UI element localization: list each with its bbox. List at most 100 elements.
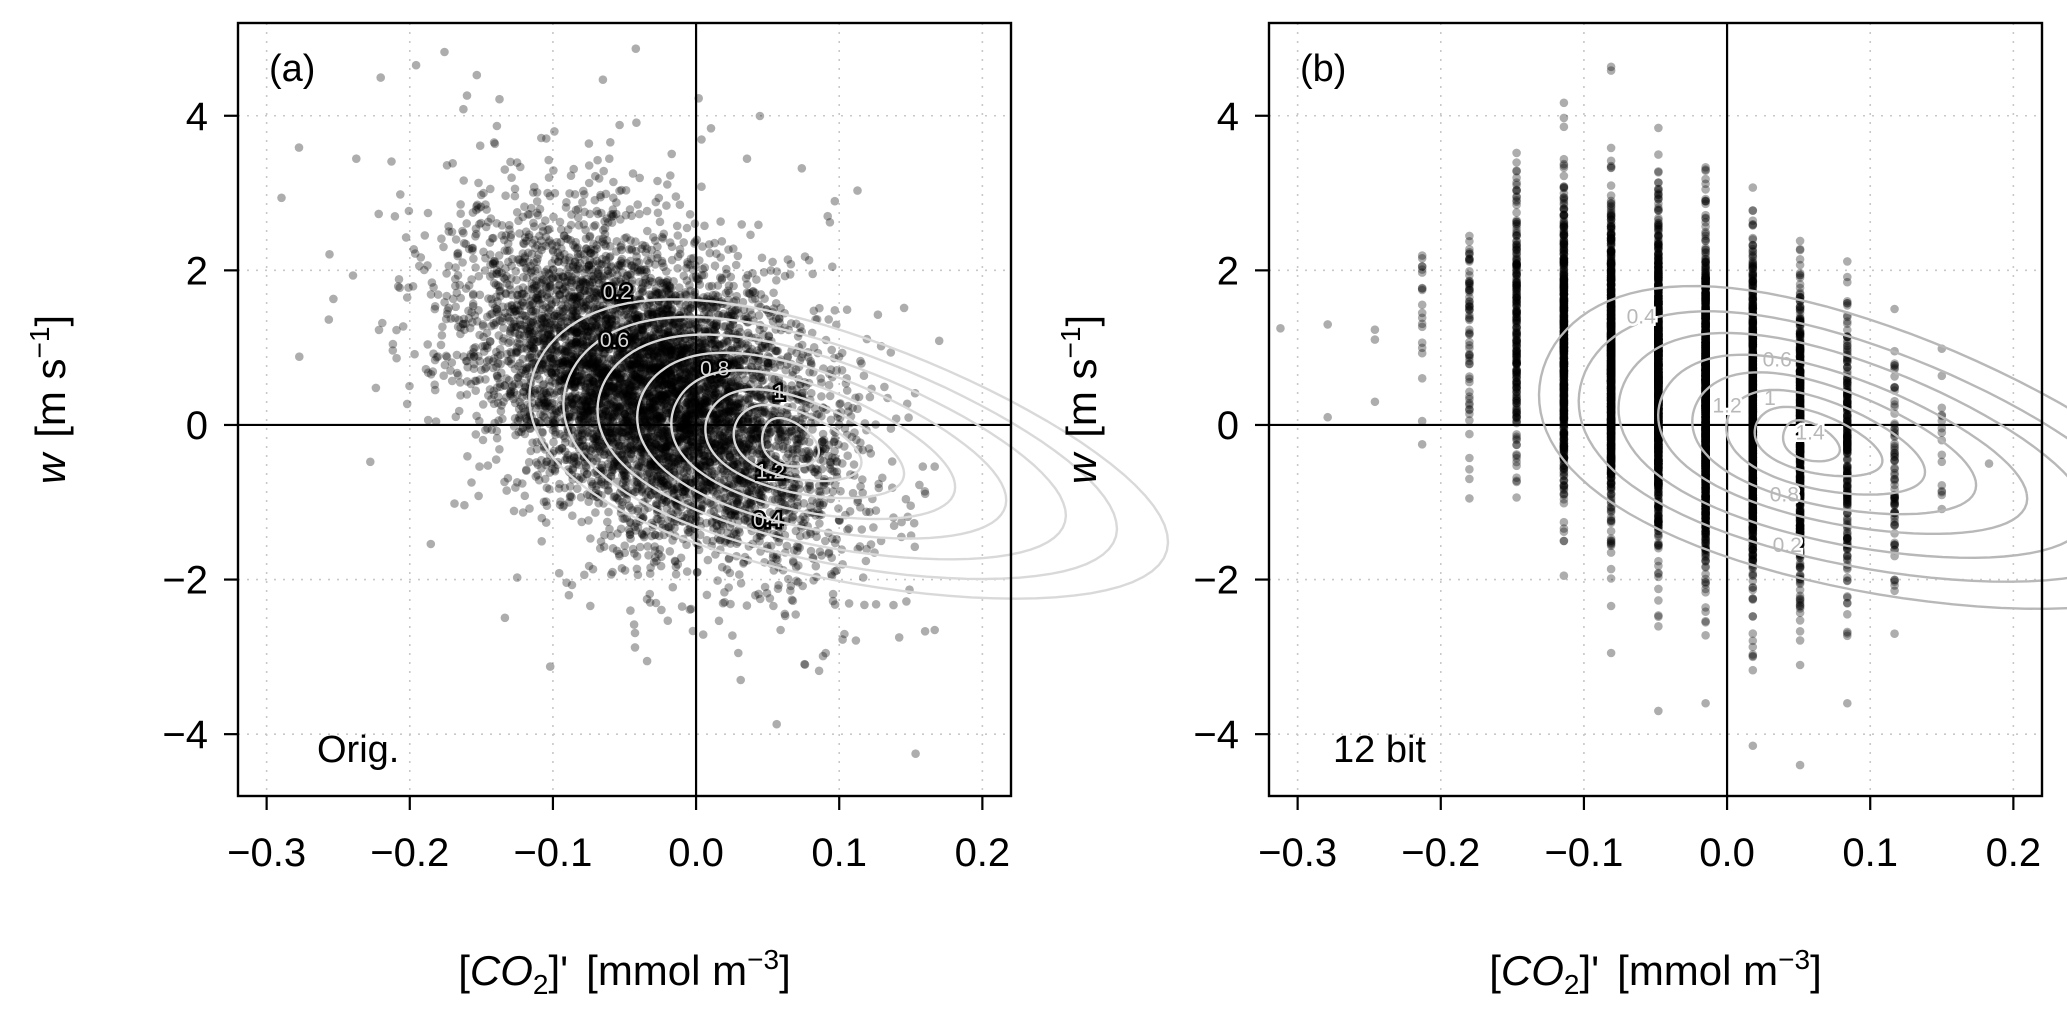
scatter-point [482, 205, 491, 214]
scatter-point [638, 463, 648, 473]
scatter-point [451, 263, 460, 272]
scatter-point [642, 244, 652, 253]
scatter-point [476, 190, 486, 200]
scatter-point [776, 625, 785, 635]
scatter-point [390, 212, 400, 221]
scatter-point [683, 306, 693, 316]
scatter-point [430, 385, 440, 395]
scatter-point [772, 719, 781, 729]
scatter-point [324, 315, 334, 324]
scatter-point [555, 500, 565, 510]
scatter-point [541, 460, 551, 470]
scatter-point [470, 359, 479, 369]
scatter-point [586, 534, 595, 543]
scatter-point [632, 564, 642, 574]
scatter-point [637, 338, 646, 347]
scatter-point [411, 60, 421, 70]
scatter-point [537, 393, 547, 402]
scatter-point [753, 516, 763, 526]
scatter-point [742, 280, 752, 289]
scatter-point [642, 206, 652, 216]
scatter-point [702, 590, 712, 600]
scatter-point [659, 309, 668, 319]
scatter-point [700, 456, 709, 466]
scatter-point [682, 411, 692, 421]
scatter-point [584, 516, 593, 525]
scatter-point [724, 383, 734, 393]
scatter-point [880, 382, 889, 392]
scatter-point [662, 307, 672, 316]
scatter-point [626, 606, 635, 615]
scatter-point [630, 549, 639, 558]
scatter-point [653, 208, 663, 218]
scatter-point [548, 245, 558, 255]
scatter-point [638, 407, 648, 417]
scatter-point [452, 350, 462, 360]
scatter-point [647, 461, 657, 471]
scatter-point [532, 197, 542, 206]
scatter-point [544, 155, 553, 165]
scatter-point [405, 381, 414, 391]
scatter-point [408, 282, 418, 291]
scatter-point [836, 486, 845, 496]
scatter-point [584, 497, 593, 507]
scatter-point [522, 465, 531, 475]
scatter-point [581, 234, 591, 243]
scatter-point [657, 375, 666, 384]
scatter-point [580, 190, 589, 199]
scatter-point [568, 511, 577, 520]
scatter-point [672, 387, 681, 396]
scatter-point [648, 319, 657, 328]
scatter-point [599, 166, 608, 176]
scatter-point [462, 219, 472, 228]
scatter-point [769, 288, 778, 298]
scatter-point [352, 154, 361, 163]
scatter-point [662, 267, 671, 276]
scatter-point [496, 291, 505, 301]
scatter-point [554, 290, 564, 300]
scatter-point [906, 501, 915, 511]
scatter-point [587, 348, 597, 358]
scatter-point [715, 485, 725, 494]
scatter-point [780, 271, 790, 281]
scatter-point [605, 386, 615, 396]
scatter-point [618, 435, 627, 444]
scatter-point [603, 266, 613, 276]
scatter-point [645, 258, 654, 268]
scatter-point [830, 196, 840, 206]
scatter-point [559, 231, 569, 240]
scatter-point [625, 385, 635, 394]
scatter-point [902, 597, 911, 606]
scatter-point [675, 368, 684, 377]
scatter-point [765, 594, 775, 603]
scatter-point [707, 336, 717, 345]
scatter-point [612, 369, 621, 378]
scatter-point [746, 230, 755, 240]
scatter-point [512, 573, 522, 582]
scatter-point [488, 363, 498, 373]
scatter-point [706, 124, 716, 133]
scatter-point [540, 313, 549, 323]
scatter-point [462, 91, 472, 100]
scatter-point [527, 321, 536, 330]
scatter-point [778, 481, 787, 490]
scatter-point [499, 273, 508, 282]
scatter-point [685, 210, 695, 219]
scatter-point [543, 416, 553, 425]
scatter-point [423, 340, 433, 349]
scatter-point [329, 294, 338, 304]
scatter-point [572, 337, 582, 346]
scatter-point [784, 427, 794, 437]
scatter-point [554, 568, 564, 578]
scatter-point [853, 186, 862, 195]
scatter-point [569, 164, 578, 174]
scatter-point [503, 312, 512, 322]
scatter-point [683, 258, 692, 267]
scatter-point [507, 274, 516, 283]
scatter-point [608, 544, 618, 553]
scatter-point [600, 284, 610, 294]
scatter-point [585, 231, 595, 241]
scatter-point [612, 392, 622, 402]
scatter-point [732, 291, 741, 301]
scatter-point [836, 399, 845, 408]
